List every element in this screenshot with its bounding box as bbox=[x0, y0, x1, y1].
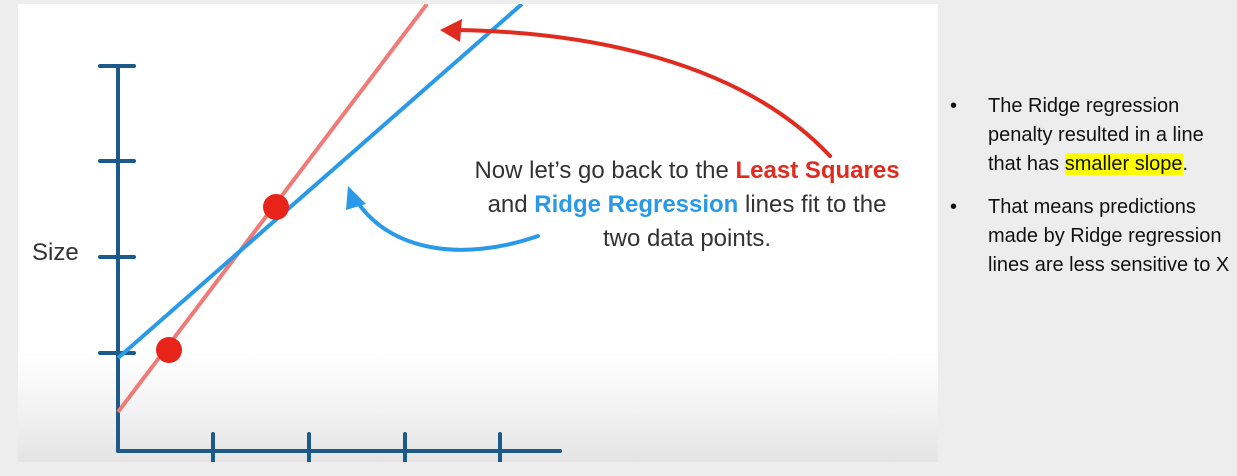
notes-list: • The Ridge regression penalty resulted … bbox=[948, 92, 1230, 294]
caption-text: Now let’s go back to the bbox=[474, 157, 736, 184]
caption-line-1: Now let’s go back to the Least Squares bbox=[398, 154, 976, 188]
regression-figure: Size bbox=[18, 4, 938, 462]
blue-arrow-icon bbox=[346, 186, 540, 252]
caption-line-3: two data points. bbox=[602, 225, 772, 252]
red-arrow-icon bbox=[440, 19, 832, 158]
data-point bbox=[263, 194, 289, 220]
axes bbox=[98, 64, 562, 462]
ridge-regression-line bbox=[116, 4, 524, 360]
least-squares-label: Least Squares bbox=[735, 157, 900, 184]
caption-text: and bbox=[487, 191, 535, 218]
note-item: • The Ridge regression penalty resulted … bbox=[948, 92, 1230, 179]
data-point bbox=[156, 337, 182, 363]
caption-text: lines fit to the bbox=[738, 191, 887, 218]
regression-plot: Size bbox=[32, 4, 832, 462]
figure-caption: Now let’s go back to the Least Squares a… bbox=[398, 154, 976, 256]
bullet-icon: • bbox=[950, 95, 958, 117]
note-item: • That means predictions made by Ridge r… bbox=[948, 193, 1230, 280]
note-text: That means predictions made by Ridge reg… bbox=[988, 196, 1230, 276]
highlighted-text: smaller slope bbox=[1064, 153, 1183, 175]
caption-line-2: and Ridge Regression lines fit to the bbox=[398, 188, 976, 222]
y-axis-label: Size bbox=[32, 239, 79, 266]
note-text: . bbox=[1182, 153, 1189, 175]
bullet-icon: • bbox=[950, 196, 958, 218]
note-text: The Ridge regression penalty resulted in… bbox=[988, 95, 1204, 175]
ridge-regression-label: Ridge Regression bbox=[534, 191, 739, 218]
